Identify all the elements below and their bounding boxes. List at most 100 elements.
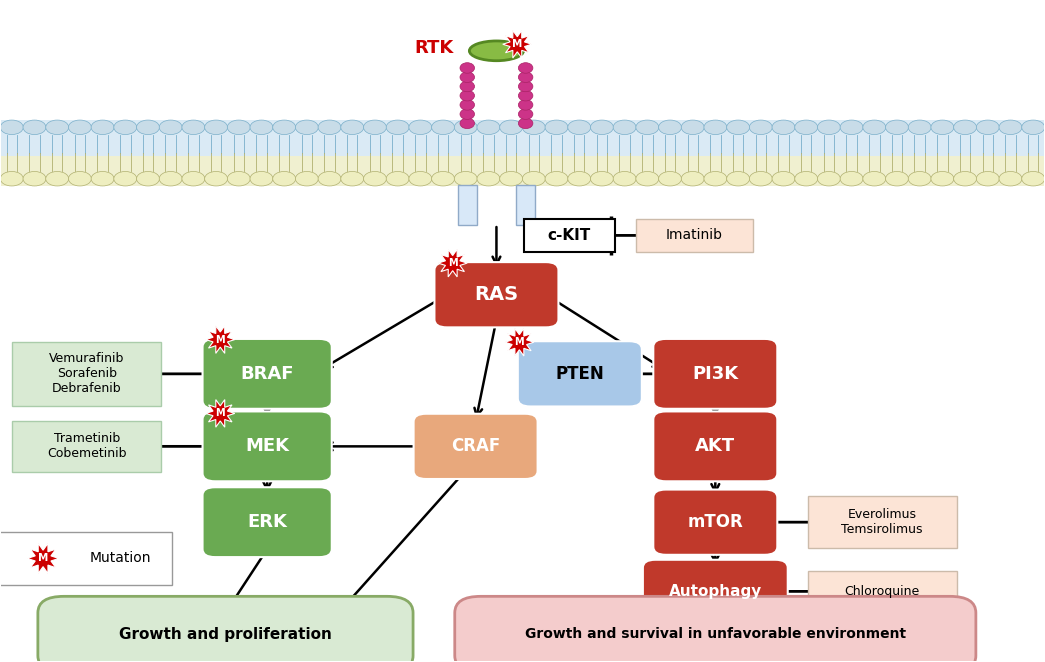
Text: mTOR: mTOR	[688, 513, 743, 531]
Circle shape	[681, 171, 704, 186]
Circle shape	[0, 171, 23, 186]
Circle shape	[749, 120, 772, 134]
Circle shape	[908, 171, 931, 186]
Circle shape	[522, 171, 545, 186]
Circle shape	[635, 120, 658, 134]
Circle shape	[159, 171, 182, 186]
Text: BRAF: BRAF	[240, 365, 294, 383]
Text: Trametinib
Cobemetinib: Trametinib Cobemetinib	[47, 432, 126, 460]
Circle shape	[46, 120, 69, 134]
Circle shape	[91, 171, 114, 186]
Circle shape	[817, 120, 840, 134]
Polygon shape	[27, 544, 59, 573]
Circle shape	[182, 120, 205, 134]
Circle shape	[545, 171, 568, 186]
Text: PI3K: PI3K	[692, 365, 739, 383]
Text: M: M	[514, 337, 525, 347]
FancyBboxPatch shape	[653, 489, 777, 555]
Circle shape	[613, 171, 636, 186]
Text: Mutation: Mutation	[90, 551, 152, 565]
Circle shape	[455, 171, 478, 186]
FancyBboxPatch shape	[458, 185, 477, 225]
Circle shape	[137, 171, 160, 186]
FancyBboxPatch shape	[1, 156, 1044, 186]
Circle shape	[114, 171, 137, 186]
Ellipse shape	[460, 109, 474, 119]
Text: ERK: ERK	[248, 513, 287, 531]
Circle shape	[364, 171, 387, 186]
Circle shape	[1022, 171, 1045, 186]
Polygon shape	[206, 400, 235, 427]
FancyBboxPatch shape	[0, 532, 172, 585]
Ellipse shape	[518, 118, 533, 128]
Circle shape	[228, 171, 250, 186]
Ellipse shape	[460, 99, 474, 110]
Text: Growth and survival in unfavorable environment: Growth and survival in unfavorable envir…	[525, 627, 906, 641]
Ellipse shape	[518, 109, 533, 119]
Circle shape	[908, 120, 931, 134]
Circle shape	[387, 171, 410, 186]
Circle shape	[704, 120, 727, 134]
Circle shape	[817, 171, 840, 186]
Circle shape	[840, 120, 863, 134]
FancyBboxPatch shape	[653, 339, 777, 409]
Ellipse shape	[518, 72, 533, 83]
Circle shape	[432, 120, 455, 134]
Polygon shape	[438, 250, 467, 277]
Circle shape	[863, 120, 886, 134]
Circle shape	[590, 120, 613, 134]
Circle shape	[296, 120, 319, 134]
Circle shape	[704, 171, 727, 186]
FancyBboxPatch shape	[203, 411, 331, 481]
FancyBboxPatch shape	[653, 411, 777, 481]
Text: Imatinib: Imatinib	[666, 228, 723, 242]
FancyBboxPatch shape	[635, 219, 753, 252]
Text: Chloroquine: Chloroquine	[844, 585, 920, 598]
Text: M: M	[448, 258, 458, 268]
Circle shape	[681, 120, 704, 134]
FancyBboxPatch shape	[203, 339, 331, 409]
Circle shape	[250, 171, 273, 186]
FancyBboxPatch shape	[1, 120, 1044, 156]
FancyBboxPatch shape	[13, 420, 161, 472]
Circle shape	[228, 120, 250, 134]
Circle shape	[795, 120, 817, 134]
Circle shape	[954, 120, 977, 134]
Circle shape	[182, 171, 205, 186]
Circle shape	[0, 120, 23, 134]
Text: c-KIT: c-KIT	[548, 228, 591, 243]
Circle shape	[68, 171, 91, 186]
Text: Growth and proliferation: Growth and proliferation	[119, 627, 332, 641]
FancyBboxPatch shape	[455, 596, 976, 662]
Circle shape	[522, 120, 545, 134]
Circle shape	[159, 120, 182, 134]
Circle shape	[409, 120, 432, 134]
Text: Vemurafinib
Sorafenib
Debrafenib: Vemurafinib Sorafenib Debrafenib	[49, 352, 124, 395]
Text: M: M	[38, 553, 48, 563]
Circle shape	[954, 171, 977, 186]
Text: AKT: AKT	[695, 438, 736, 455]
Circle shape	[567, 171, 590, 186]
Circle shape	[23, 120, 46, 134]
Ellipse shape	[460, 63, 474, 73]
Polygon shape	[503, 30, 532, 58]
Circle shape	[885, 171, 908, 186]
FancyBboxPatch shape	[38, 596, 413, 662]
Circle shape	[318, 171, 341, 186]
Circle shape	[205, 171, 228, 186]
Text: MEK: MEK	[246, 438, 289, 455]
Circle shape	[1022, 120, 1045, 134]
FancyBboxPatch shape	[435, 262, 558, 328]
Ellipse shape	[460, 72, 474, 83]
Circle shape	[364, 120, 387, 134]
Text: CRAF: CRAF	[451, 438, 501, 455]
Circle shape	[318, 120, 341, 134]
Circle shape	[772, 120, 795, 134]
Circle shape	[658, 120, 681, 134]
Text: PTEN: PTEN	[556, 365, 604, 383]
Circle shape	[567, 120, 590, 134]
Ellipse shape	[469, 41, 524, 61]
Circle shape	[500, 120, 522, 134]
Circle shape	[387, 120, 410, 134]
Ellipse shape	[518, 91, 533, 101]
